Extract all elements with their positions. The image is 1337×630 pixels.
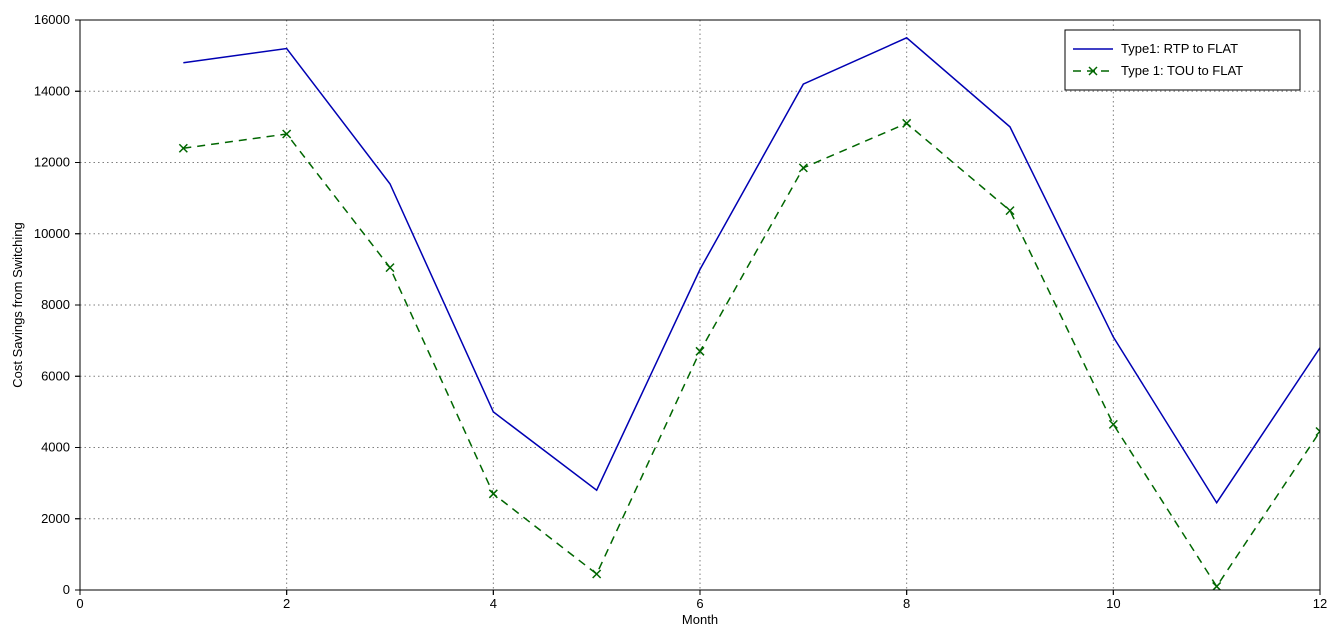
- y-tick-label: 2000: [41, 511, 70, 526]
- legend-label-s1: Type1: RTP to FLAT: [1121, 41, 1238, 56]
- y-axis-label: Cost Savings from Switching: [10, 222, 25, 387]
- x-tick-label: 6: [696, 596, 703, 611]
- legend-label-s2: Type 1: TOU to FLAT: [1121, 63, 1243, 78]
- y-tick-label: 4000: [41, 440, 70, 455]
- x-tick-label: 4: [490, 596, 497, 611]
- chart-container: 0 2 4 6 8 10 12 0 2000 4000 6000 8000 10000 12000 1400…: [0, 0, 1337, 630]
- x-tick-label: 8: [903, 596, 910, 611]
- x-axis-label: Month: [682, 612, 718, 627]
- cost-savings-chart: 0 2 4 6 8 10 12 0 2000 4000 6000 8000 10000 12000 1400…: [0, 0, 1337, 630]
- y-tick-label: 10000: [34, 226, 70, 241]
- y-tick-label: 14000: [34, 83, 70, 98]
- y-tick-label: 12000: [34, 155, 70, 170]
- x-tick-label: 12: [1313, 596, 1327, 611]
- x-tick-label: 10: [1106, 596, 1120, 611]
- x-tick-label: 0: [76, 596, 83, 611]
- x-tick-label: 2: [283, 596, 290, 611]
- y-tick-label: 16000: [34, 12, 70, 27]
- legend: Type1: RTP to FLAT Type 1: TOU to FLAT: [1065, 30, 1300, 90]
- y-tick-label: 8000: [41, 297, 70, 312]
- y-tick-label: 6000: [41, 368, 70, 383]
- y-tick-label: 0: [63, 582, 70, 597]
